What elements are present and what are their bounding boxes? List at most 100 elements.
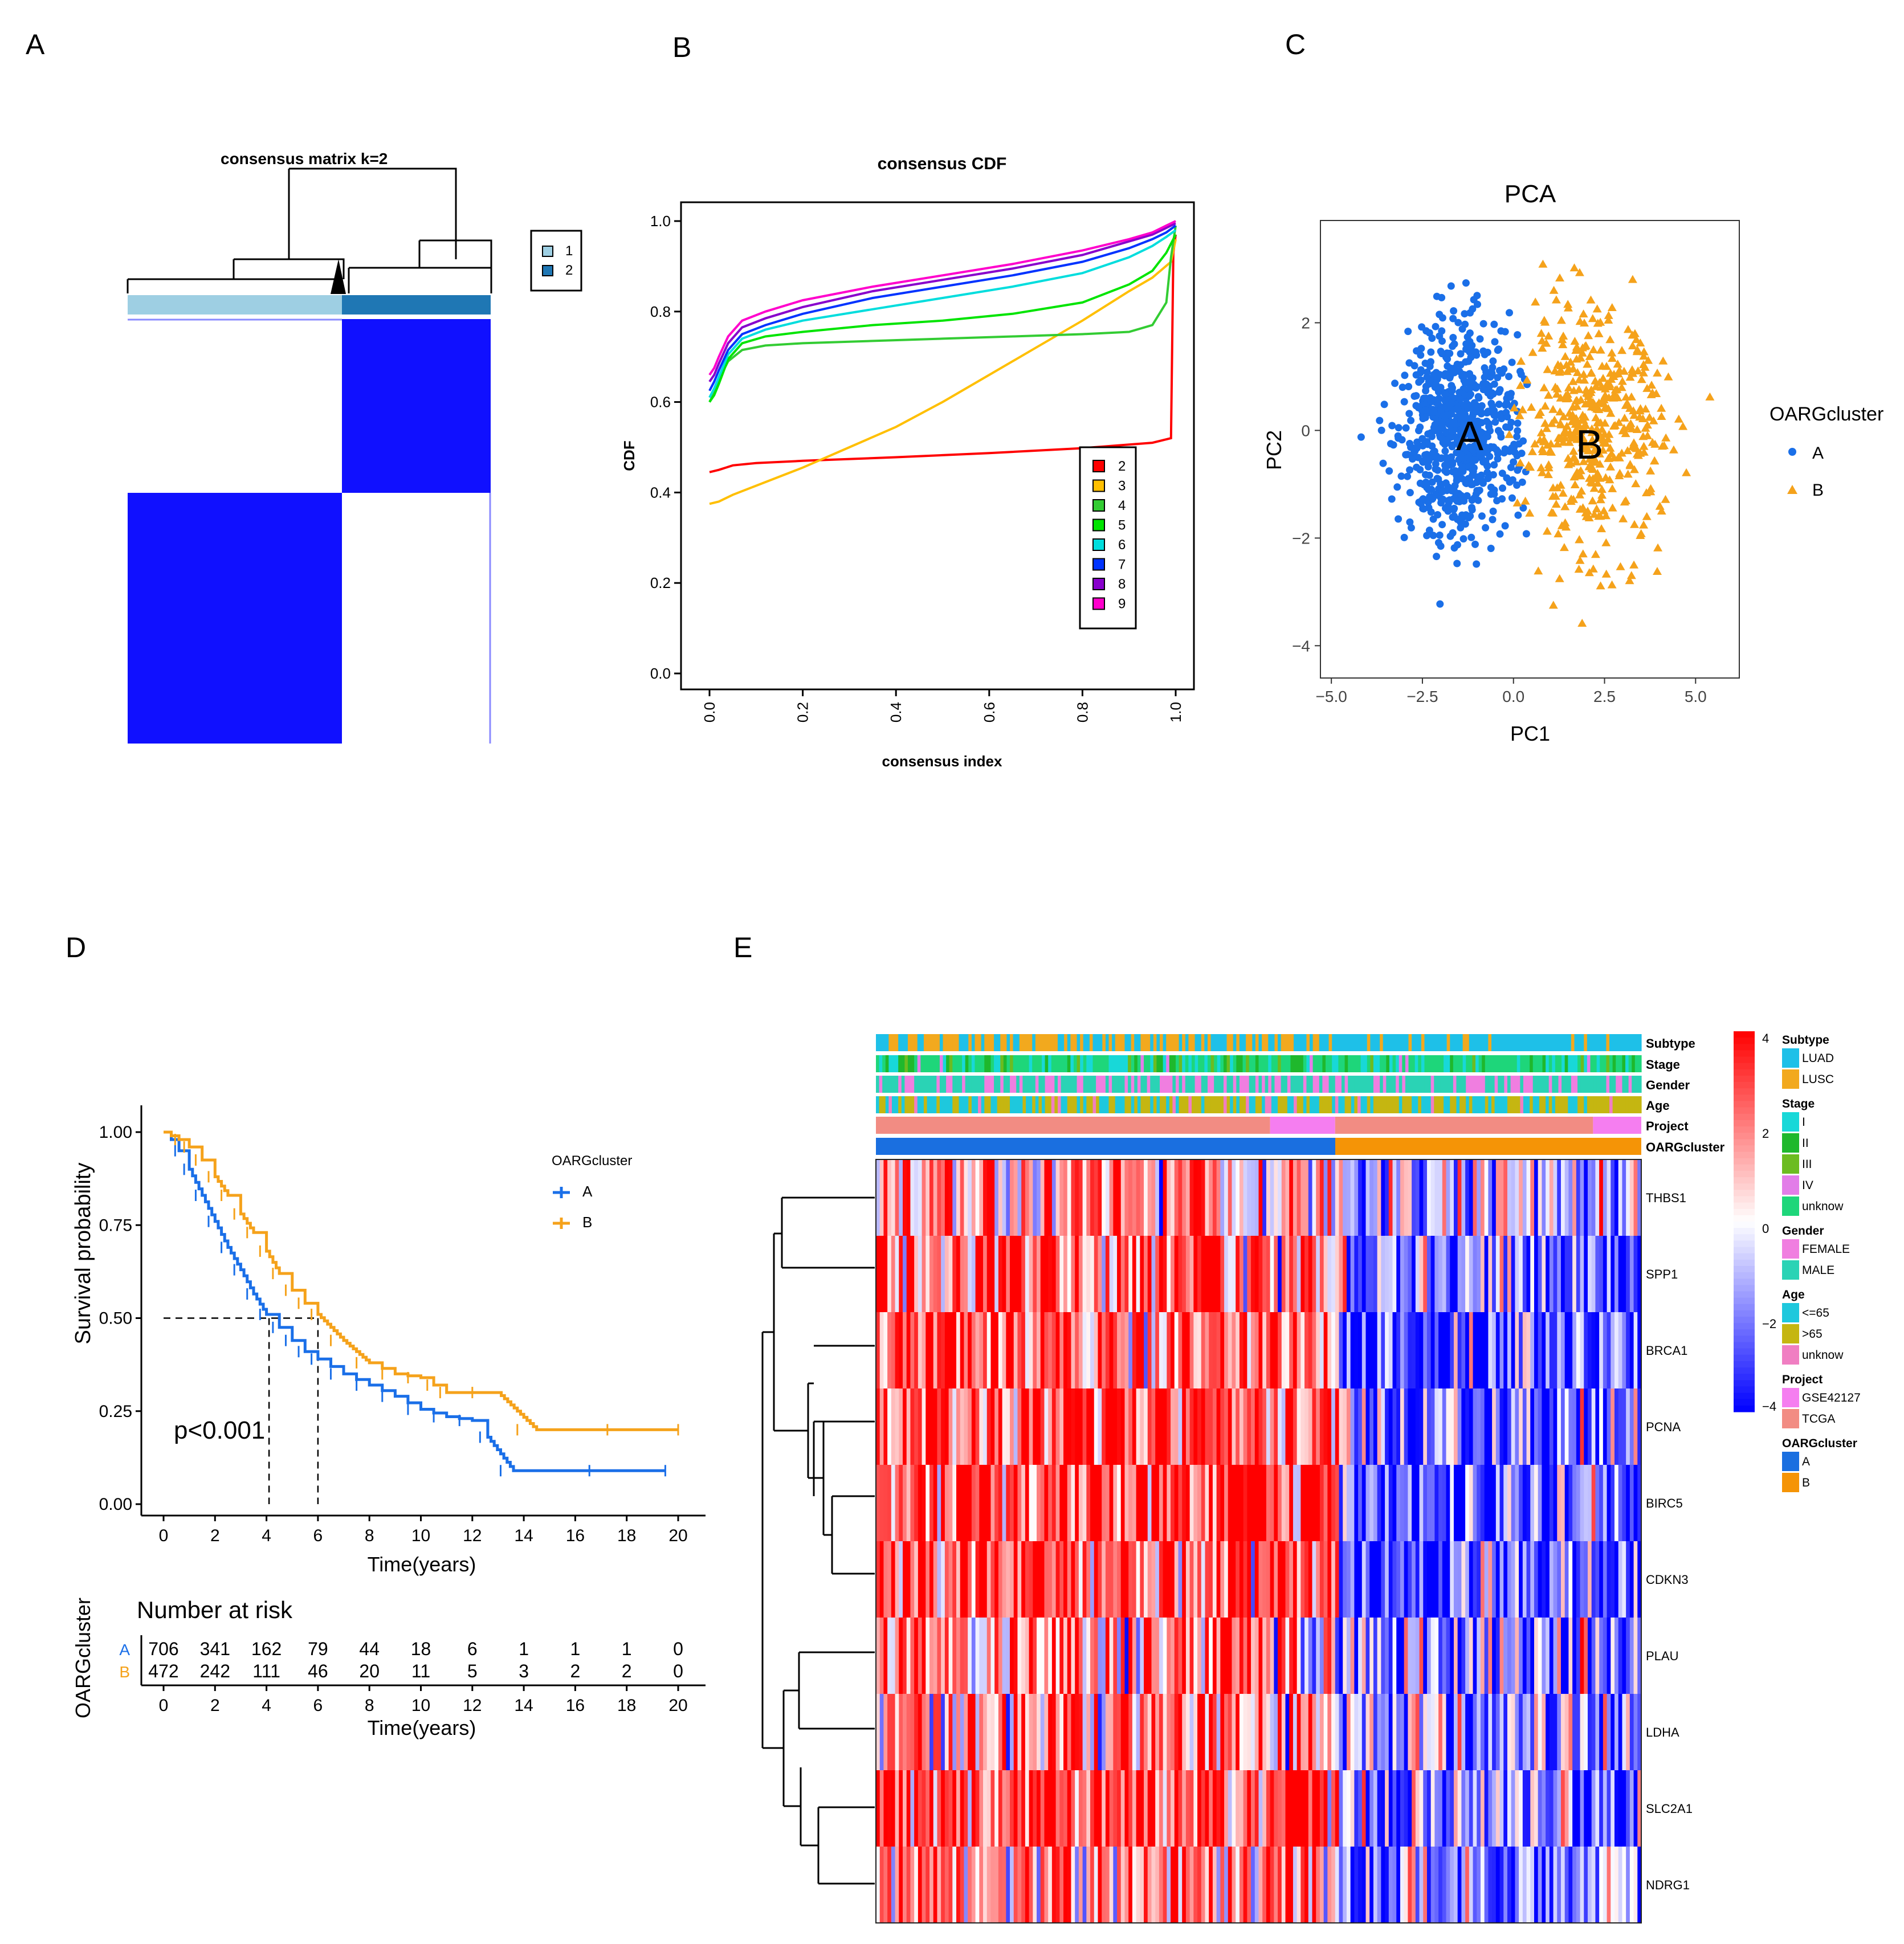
panel-e-heat-cell bbox=[899, 1236, 903, 1313]
panel-e-heat-cell bbox=[1051, 1465, 1057, 1542]
panel-e-heat-cell bbox=[1515, 1236, 1519, 1313]
panel-e-heat-cell bbox=[1412, 1312, 1416, 1389]
panel-e-heat-cell bbox=[1151, 1388, 1156, 1465]
panel-e-track-subtype-cell bbox=[1364, 1034, 1368, 1051]
panel-d-xtick-label: 6 bbox=[313, 1526, 323, 1545]
panel-e-track-subtype-cell bbox=[1124, 1034, 1128, 1051]
panel-e-heat-cell bbox=[1488, 1847, 1493, 1923]
panel-e-heat-cell bbox=[926, 1388, 930, 1465]
panel-e-heat-cell bbox=[906, 1770, 911, 1847]
panel-e-heat-cell bbox=[937, 1465, 941, 1542]
panel-e-heat-cell bbox=[1209, 1847, 1213, 1923]
panel-e-heat-cell bbox=[1354, 1465, 1359, 1542]
panel-e-heat-cell bbox=[941, 1312, 945, 1389]
panel-e-heat-cell bbox=[1312, 1770, 1316, 1847]
panel-e-heat-cell bbox=[1155, 1847, 1160, 1923]
panel-e-track-subtype-cell bbox=[1568, 1034, 1572, 1051]
panel-e-track-stage-cell bbox=[1478, 1055, 1482, 1072]
panel-c-point-a bbox=[1483, 349, 1491, 356]
panel-e-heat-cell bbox=[944, 1465, 949, 1542]
panel-c-point-a bbox=[1456, 395, 1464, 403]
panel-c-point-a bbox=[1473, 292, 1481, 300]
panel-e-heat-cell bbox=[1377, 1770, 1381, 1847]
panel-e-heat-cell bbox=[1419, 1312, 1424, 1389]
panel-d-risk-value: 20 bbox=[359, 1661, 380, 1681]
panel-e-track-subtype-cell bbox=[1233, 1034, 1237, 1051]
panel-e-track-age-cell bbox=[1539, 1096, 1543, 1113]
panel-e-track-age-cell bbox=[1128, 1096, 1132, 1113]
panel-c-point-b bbox=[1545, 446, 1555, 455]
panel-e-heat-cell bbox=[979, 1236, 984, 1313]
panel-e-heat-cell bbox=[1216, 1236, 1221, 1313]
panel-e-track-stage-cell bbox=[1019, 1055, 1024, 1072]
panel-c-point-a bbox=[1504, 391, 1512, 399]
panel-e-heat-cell bbox=[906, 1847, 911, 1923]
panel-e-heat-cell bbox=[1522, 1312, 1527, 1389]
panel-e-heat-cell bbox=[1415, 1159, 1420, 1236]
panel-e-heat-cell bbox=[1155, 1541, 1160, 1618]
panel-c-legend-title: OARGcluster bbox=[1770, 403, 1883, 425]
panel-e-colorbar-segment bbox=[1734, 1208, 1755, 1216]
panel-b-legend-swatch bbox=[1092, 538, 1105, 551]
panel-e-heat-cell bbox=[1174, 1465, 1179, 1542]
panel-e-track-gender-cell bbox=[1041, 1076, 1046, 1093]
panel-c-point-b bbox=[1615, 468, 1625, 477]
panel-e-heat-cell bbox=[1515, 1159, 1519, 1236]
panel-c-point-a bbox=[1471, 540, 1479, 548]
panel-e-heat-cell bbox=[1553, 1541, 1558, 1618]
panel-e-heat-cell bbox=[1232, 1236, 1236, 1313]
panel-e-heat-cell bbox=[1082, 1236, 1087, 1313]
panel-e-track-subtype-cell bbox=[1632, 1034, 1636, 1051]
panel-e-track-age-cell bbox=[1134, 1096, 1138, 1113]
panel-e-heat-cell bbox=[1289, 1312, 1294, 1389]
panel-e-heat-cell bbox=[1461, 1847, 1466, 1923]
panel-e-heat-cell bbox=[937, 1159, 941, 1236]
panel-c-point-b bbox=[1575, 490, 1584, 499]
panel-e-track-subtype-cell bbox=[975, 1034, 978, 1051]
panel-e-heat-cell bbox=[1603, 1847, 1608, 1923]
panel-e-track-subtype-cell bbox=[1255, 1034, 1259, 1051]
panel-e-heat-cell bbox=[1308, 1847, 1313, 1923]
panel-e-heat-cell bbox=[903, 1312, 907, 1389]
panel-e-heat-cell bbox=[1591, 1618, 1596, 1694]
panel-e-heat-cell bbox=[929, 1312, 934, 1389]
panel-c-xtick-label: 2.5 bbox=[1593, 688, 1616, 705]
panel-e-heat-cell bbox=[1361, 1312, 1367, 1389]
panel-e-track-subtype-cell bbox=[959, 1034, 963, 1051]
panel-e-heat-cell bbox=[1377, 1847, 1381, 1923]
panel-c-point-a bbox=[1395, 424, 1402, 432]
panel-e-heat-cell bbox=[1373, 1159, 1378, 1236]
panel-e-track-age-cell bbox=[1364, 1096, 1368, 1113]
panel-e-heat-cell bbox=[994, 1388, 999, 1465]
panel-e-heat-cell bbox=[914, 1388, 919, 1465]
panel-e-track-subtype-cell bbox=[1516, 1034, 1520, 1051]
panel-e-heat-cell bbox=[1576, 1694, 1581, 1771]
panel-e-heat-cell bbox=[1327, 1388, 1332, 1465]
panel-d-ytick-label: 0.75 bbox=[99, 1216, 132, 1235]
panel-e-track-stage-cell bbox=[1504, 1055, 1508, 1072]
panel-e-heat-cell bbox=[1300, 1312, 1305, 1389]
panel-e-track-stage-cell bbox=[1514, 1055, 1518, 1072]
panel-e-legend-swatch bbox=[1782, 1473, 1799, 1492]
panel-e-track-stage-cell bbox=[990, 1055, 994, 1072]
panel-e-heat-cell bbox=[1637, 1770, 1642, 1847]
panel-c-point-a bbox=[1399, 383, 1406, 391]
panel-e-heat-cell bbox=[1530, 1770, 1535, 1847]
panel-e-track-stage-cell bbox=[1389, 1055, 1393, 1072]
panel-e-heat-cell bbox=[990, 1159, 995, 1236]
panel-e-heat-cell bbox=[1354, 1694, 1359, 1771]
panel-e-heat-cell bbox=[1017, 1159, 1022, 1236]
panel-e-heat-cell bbox=[1316, 1847, 1320, 1923]
panel-e-track-stage-cell bbox=[1038, 1055, 1042, 1072]
panel-d-xtick-label: 10 bbox=[411, 1526, 430, 1545]
panel-e-heat-cell bbox=[895, 1847, 899, 1923]
panel-e-heat-cell bbox=[1453, 1618, 1458, 1694]
panel-e-heat-cell bbox=[1105, 1236, 1110, 1313]
panel-e-track-gender-cell bbox=[975, 1076, 978, 1093]
panel-d-legend-line-a bbox=[553, 1187, 570, 1198]
panel-e-heat-cell bbox=[948, 1236, 953, 1313]
panel-e-heat-cell bbox=[899, 1770, 903, 1847]
panel-d-risk-xlabel: Time(years) bbox=[368, 1716, 476, 1739]
panel-e-track-stage-cell bbox=[1628, 1055, 1632, 1072]
panel-c-point-a bbox=[1428, 485, 1436, 493]
